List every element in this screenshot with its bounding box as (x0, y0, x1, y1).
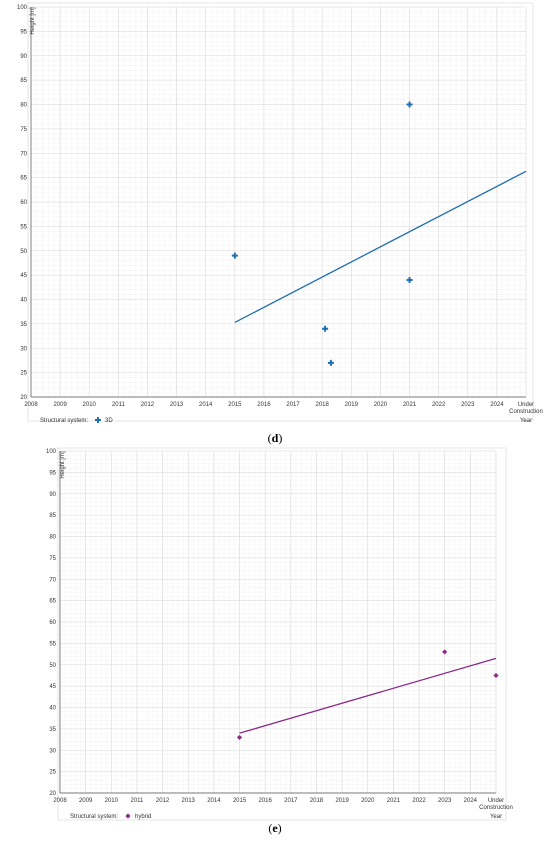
y-tick-label: 95 (49, 470, 56, 476)
y-axis-title: Height [m] (30, 7, 36, 35)
y-tick-label: 55 (20, 224, 27, 230)
x-tick-label: 2023 (461, 402, 475, 408)
x-tick-label: 2013 (170, 402, 184, 408)
x-tick-label: 2019 (335, 798, 349, 804)
x-tick-label: 2024 (464, 798, 478, 804)
x-tick-label: 2008 (53, 798, 67, 804)
y-tick-label: 45 (49, 684, 56, 690)
x-tick-label: 2009 (53, 402, 67, 408)
y-tick-label: 40 (20, 298, 27, 304)
x-tick-label: 2015 (228, 402, 242, 408)
y-tick-label: 85 (20, 78, 27, 84)
y-tick-label: 50 (49, 663, 56, 669)
x-tick-label: 2011 (112, 402, 126, 408)
y-tick-label: 65 (49, 599, 56, 605)
y-tick-label: 50 (20, 249, 27, 255)
x-tick-label: 2021 (387, 798, 401, 804)
legend-marker (95, 417, 101, 423)
x-tick-label: 2023 (438, 798, 452, 804)
y-tick-label: 75 (49, 556, 56, 562)
x-tick-label: 2021 (403, 402, 417, 408)
y-tick-label: 20 (20, 395, 27, 401)
x-tick-label: 2016 (257, 402, 271, 408)
legend-title: Structural system: (70, 814, 118, 820)
y-tick-label: 30 (20, 346, 27, 352)
x-tick-label: 2011 (130, 798, 144, 804)
y-tick-label: 25 (20, 371, 27, 377)
chart-e: 20 25 30 35 40 45 50 55 60 65 70 75 80 85 90 95 100 2008 2… (46, 447, 513, 835)
x-tick-label: 2014 (207, 798, 221, 804)
x-tick-label: 2010 (83, 402, 97, 408)
y-tick-label: 95 (20, 29, 27, 35)
y-tick-label: 80 (49, 535, 56, 541)
x-tick-label: 2020 (374, 402, 388, 408)
y-tick-label: 85 (49, 513, 56, 519)
y-tick-label: 100 (46, 449, 57, 455)
panel-label: (e) (268, 821, 281, 835)
y-tick-label: 90 (49, 492, 56, 498)
x-tick-label: 2019 (345, 402, 359, 408)
y-tick-label: 100 (17, 5, 28, 11)
y-tick-label: 55 (49, 641, 56, 647)
x-tick-label-last: Under (488, 798, 504, 804)
y-tick-label: 35 (20, 322, 27, 328)
y-tick-label: 70 (49, 577, 56, 583)
chart-d: 20 25 30 35 40 45 50 55 60 65 70 75 80 85 90 95 100 2008 2… (17, 2, 543, 445)
x-tick-label: 2022 (432, 402, 446, 408)
y-tick-label: 25 (49, 770, 56, 776)
y-tick-label: 60 (49, 620, 56, 626)
legend-entry: hybrid (135, 814, 151, 820)
x-tick-label: 2015 (233, 798, 247, 804)
x-tick-label: 2024 (490, 402, 504, 408)
data-point (322, 325, 329, 332)
x-tick-label-last: Construction (509, 409, 543, 415)
x-tick-label: 2022 (412, 798, 426, 804)
x-tick-label: 2010 (105, 798, 119, 804)
x-tick-label: 2018 (310, 798, 324, 804)
data-point (236, 734, 243, 741)
x-tick-label: 2018 (315, 402, 329, 408)
y-tick-label: 40 (49, 706, 56, 712)
y-tick-label: 20 (49, 791, 56, 797)
legend-marker (125, 813, 131, 819)
x-tick-label: 2020 (361, 798, 375, 804)
x-tick-label: 2016 (258, 798, 272, 804)
data-point (406, 101, 413, 108)
y-tick-label: 90 (20, 54, 27, 60)
x-tick-label-last: Under (518, 402, 534, 408)
y-tick-label: 65 (20, 176, 27, 182)
x-tick-label: 2008 (24, 402, 38, 408)
x-tick-label: 2009 (79, 798, 93, 804)
trendline (234, 170, 527, 323)
x-tick-label-last: Construction (479, 805, 513, 811)
y-tick-label: 30 (49, 748, 56, 754)
chart-frame (57, 447, 507, 821)
x-axis-title: Year (490, 814, 502, 820)
y-tick-label: 75 (20, 127, 27, 133)
y-axis-title: Height [m] (60, 451, 66, 479)
data-point (493, 672, 499, 679)
legend-entry: 3D (105, 418, 113, 424)
x-tick-label: 2013 (182, 798, 196, 804)
x-tick-label: 2014 (199, 402, 213, 408)
y-tick-label: 60 (20, 200, 27, 206)
y-tick-label: 80 (20, 103, 27, 109)
x-tick-label: 2012 (156, 798, 170, 804)
x-axis-title: Year (520, 418, 532, 424)
trendline (239, 657, 497, 734)
legend-title: Structural system: (40, 418, 88, 424)
panel-label: (d) (268, 431, 283, 445)
data-point (406, 277, 413, 283)
y-tick-label: 35 (49, 727, 56, 733)
y-tick-label: 45 (20, 273, 27, 279)
y-tick-label: 70 (20, 151, 27, 157)
x-tick-label: 2017 (286, 402, 300, 408)
x-tick-label: 2017 (284, 798, 298, 804)
data-point (442, 649, 448, 655)
x-tick-label: 2012 (141, 402, 155, 408)
data-point (231, 252, 238, 259)
data-point (327, 359, 334, 366)
